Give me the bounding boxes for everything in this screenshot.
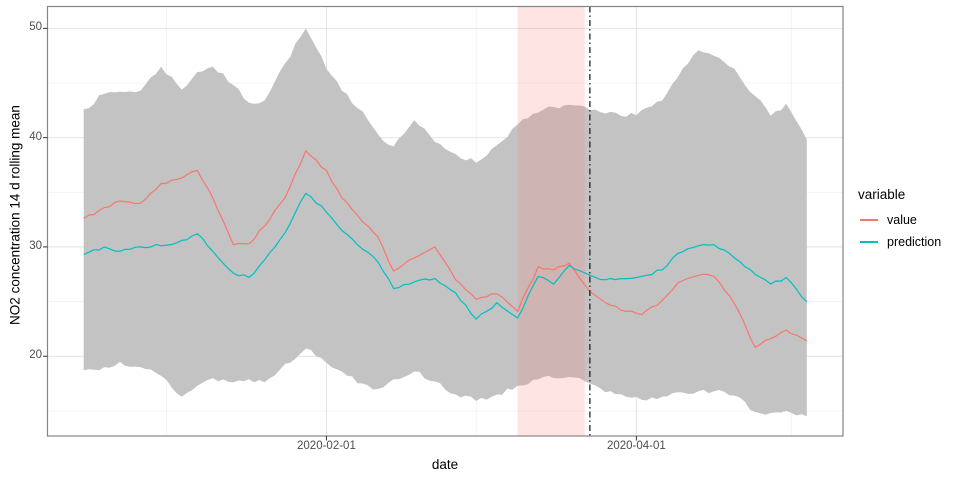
legend-item-prediction: prediction — [860, 235, 941, 249]
legend-item-label: prediction — [887, 235, 942, 249]
value-line-key-icon — [860, 219, 878, 221]
x-tick-label-feb: 2020-02-01 — [297, 440, 356, 452]
legend-item-value: value — [860, 213, 917, 227]
y-tick-label-20: 20 — [29, 349, 42, 362]
value-line — [83, 150, 808, 349]
x-axis-title: date — [431, 457, 459, 472]
x-tick-label-apr: 2020-04-01 — [606, 440, 666, 452]
legend-item-label: value — [887, 213, 917, 227]
uncertainty-ribbon — [83, 28, 807, 417]
y-tick-label-40: 40 — [29, 130, 42, 143]
y-tick-label-50: 50 — [29, 21, 42, 34]
prediction-line-key-icon — [860, 241, 878, 243]
y-tick-label-30: 30 — [29, 239, 42, 252]
prediction-line — [83, 192, 808, 320]
pre-lockdown-shaded-band — [517, 6, 585, 436]
legend-title: variable — [858, 187, 906, 202]
panel-border — [46, 5, 844, 437]
